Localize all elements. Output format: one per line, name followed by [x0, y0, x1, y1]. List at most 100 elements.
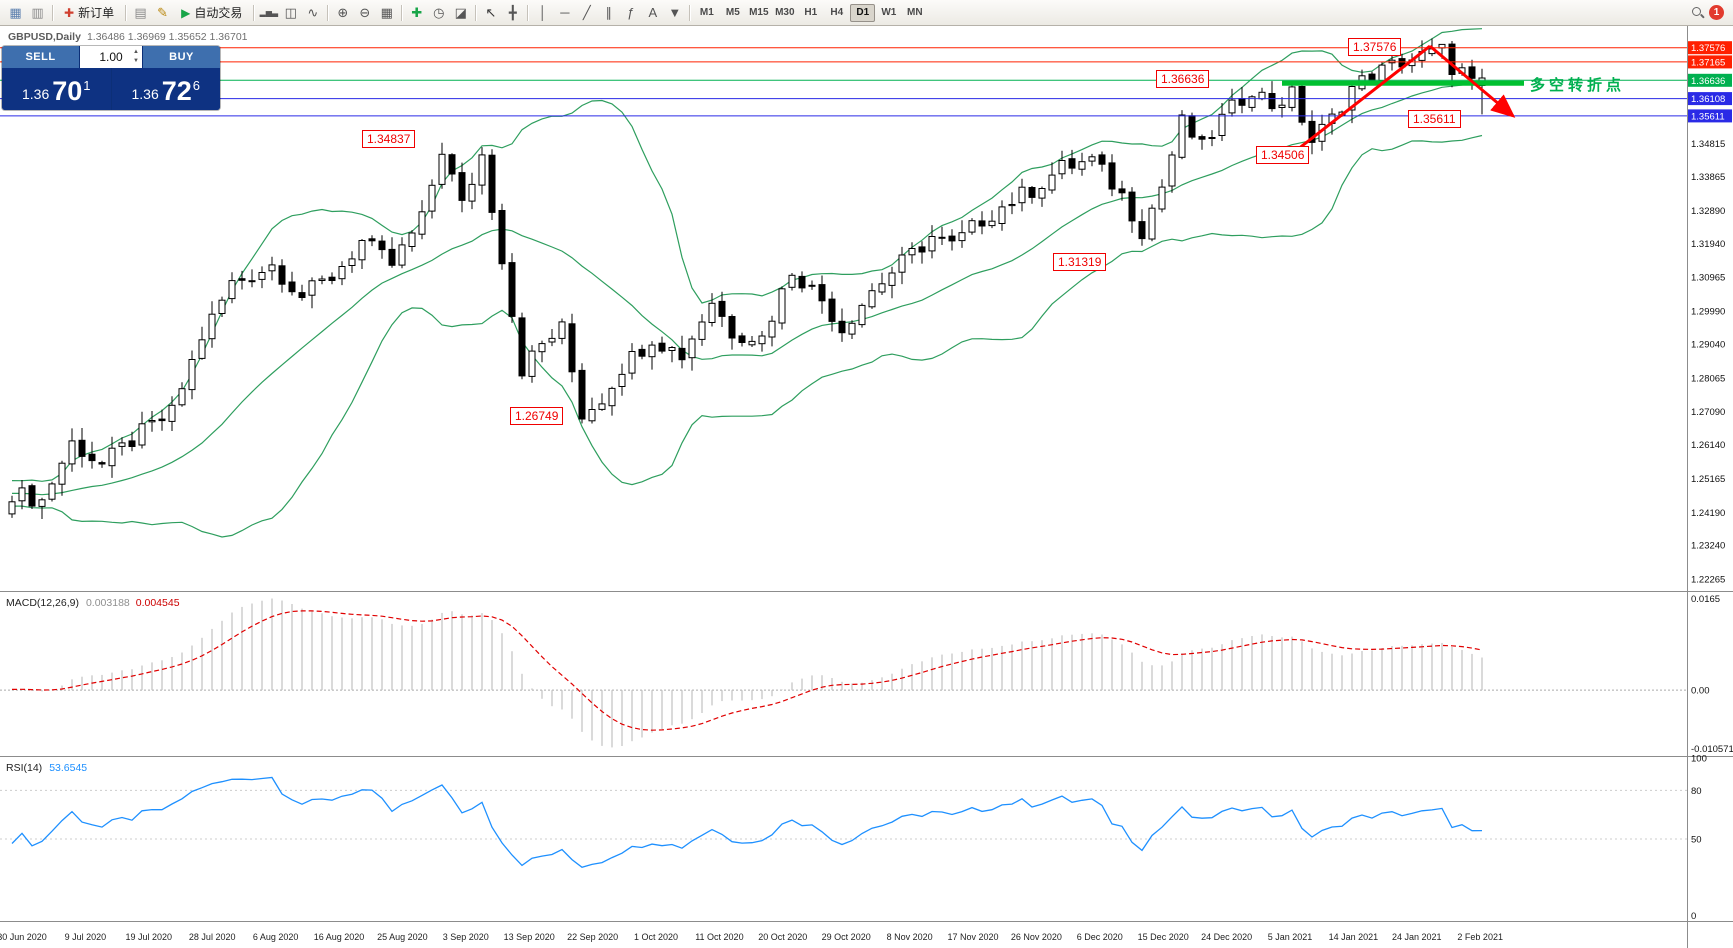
svg-text:1.28065: 1.28065 [1691, 373, 1725, 384]
zoom-out-icon[interactable]: ⊖ [359, 5, 371, 20]
svg-text:1.33865: 1.33865 [1691, 172, 1725, 183]
svg-text:2 Feb 2021: 2 Feb 2021 [1457, 932, 1503, 942]
toolbar-separator [253, 4, 255, 21]
trendline-icon[interactable]: ╱ [582, 5, 591, 20]
toolbar-separator [125, 4, 127, 21]
bar-chart-icon[interactable]: ▂▅▃ [259, 7, 279, 17]
toolbar-separator [52, 4, 53, 21]
tile-windows-icon[interactable]: ▦ [380, 5, 393, 20]
svg-text:17 Nov 2020: 17 Nov 2020 [947, 932, 998, 942]
crosshair-icon[interactable]: ╋ [508, 5, 517, 20]
channel-icon[interactable]: ∥ [605, 5, 613, 20]
indicators-icon[interactable]: ✚ [411, 5, 423, 20]
text-icon[interactable]: A [648, 5, 658, 20]
trend-lines[interactable] [1283, 44, 1516, 162]
rsi-name: RSI(14) [6, 762, 43, 774]
horizontal-line-icon[interactable]: ─ [560, 5, 570, 20]
chart-title: GBPUSD,Daily 1.36486 1.36969 1.35652 1.36… [8, 31, 248, 43]
buy-button[interactable]: BUY [143, 46, 220, 68]
timeframe-h1[interactable]: H1 [804, 7, 818, 18]
buy-price-base: 1.36 [131, 86, 159, 102]
toolbar-separator [327, 4, 329, 21]
macd-signal-value: 0.004545 [135, 597, 180, 609]
svg-text:1.32890: 1.32890 [1691, 206, 1725, 217]
svg-text:100: 100 [1691, 754, 1707, 765]
timeframe-d1[interactable]: D1 [850, 3, 876, 22]
svg-text:9 Jul 2020: 9 Jul 2020 [65, 932, 107, 942]
timeframe-mn[interactable]: MN [907, 7, 923, 18]
pane-separators[interactable] [0, 26, 1733, 948]
arrows-icon[interactable]: ▼ [668, 5, 682, 20]
buy-price-point: 6 [192, 78, 201, 93]
macd-indicator-label: MACD(12,26,9) 0.003188 0.004545 [6, 597, 180, 609]
toolbar: ▦ ▥ ✚ 新订单 ▤ ✎ ▶ 自动交易 ▂▅▃ ◫ ∿ ⊕ ⊖ ▦ ✚ ◷ ◪ ↖ ╋ │ ─ ╱ ∥ ƒ A ▼ M1 M5 M15… [0, 0, 1733, 26]
new-chart-icon[interactable]: ▦ [9, 5, 22, 20]
price-annotation[interactable]: 1.35611 [1408, 110, 1461, 128]
price-annotation[interactable]: 1.31319 [1053, 253, 1107, 271]
svg-text:20 Oct 2020: 20 Oct 2020 [758, 932, 807, 942]
svg-text:1.34815: 1.34815 [1691, 139, 1725, 150]
profiles-icon[interactable]: ▥ [31, 5, 44, 20]
price-annotation[interactable]: 1.34837 [362, 130, 416, 148]
svg-text:0.00: 0.00 [1691, 686, 1710, 697]
metaeditor-icon[interactable]: ✎ [157, 5, 169, 20]
volume-spinner[interactable]: ▲ ▼ [133, 48, 139, 66]
svg-text:1 Oct 2020: 1 Oct 2020 [634, 932, 678, 942]
fibonacci-icon[interactable]: ƒ [627, 5, 635, 20]
svg-text:3 Sep 2020: 3 Sep 2020 [443, 932, 489, 942]
toolbar-separator [401, 4, 403, 21]
toolbar-separator [475, 4, 477, 21]
candlesticks [8, 38, 1486, 519]
svg-text:1.37165: 1.37165 [1691, 57, 1725, 68]
chart-ohlc-values: 1.36486 1.36969 1.35652 1.36701 [86, 31, 248, 43]
cursor-icon[interactable]: ↖ [485, 5, 497, 20]
new-order-button[interactable]: ✚ 新订单 [57, 3, 121, 23]
svg-text:6 Dec 2020: 6 Dec 2020 [1077, 932, 1123, 942]
timeframe-m5[interactable]: M5 [725, 7, 740, 18]
timeframe-m15[interactable]: M15 [749, 7, 769, 18]
autotrading-button[interactable]: ▶ 自动交易 [174, 3, 249, 23]
price-annotation[interactable]: 1.37576 [1348, 38, 1402, 56]
volume-input[interactable]: 1.00 ▲ ▼ [80, 46, 142, 68]
sell-price-button[interactable]: 1.36 70 1 [2, 68, 111, 110]
line-chart-icon[interactable]: ∿ [307, 5, 319, 20]
toolbar-separator [689, 4, 691, 21]
spinner-up-icon[interactable]: ▲ [133, 49, 139, 55]
timeframe-m1[interactable]: M1 [699, 7, 714, 18]
svg-text:5 Jan 2021: 5 Jan 2021 [1268, 932, 1313, 942]
svg-text:1.26140: 1.26140 [1691, 440, 1725, 451]
svg-text:1.27090: 1.27090 [1691, 407, 1725, 418]
new-order-button-label: 新订单 [78, 6, 115, 20]
date-scale[interactable]: 30 Jun 2020 9 Jul 2020 19 Jul 2020 28 Jul 2… [0, 932, 1503, 942]
turning-point-label[interactable]: 多空转折点 [1530, 77, 1626, 94]
timeframe-h4[interactable]: H4 [830, 7, 844, 18]
svg-text:1.24190: 1.24190 [1691, 508, 1725, 519]
svg-text:1.30965: 1.30965 [1691, 273, 1725, 284]
svg-text:24 Jan 2021: 24 Jan 2021 [1392, 932, 1442, 942]
horizontal-lines[interactable] [0, 47, 1687, 117]
templates-icon[interactable]: ◪ [454, 5, 467, 20]
autotrading-button-label: 自动交易 [194, 6, 243, 20]
candlestick-chart-icon[interactable]: ◫ [284, 5, 297, 20]
svg-text:0.0165: 0.0165 [1691, 594, 1720, 605]
periods-icon[interactable]: ◷ [433, 5, 445, 20]
search-icon[interactable] [1687, 3, 1708, 23]
vertical-line-icon[interactable]: │ [538, 5, 547, 20]
price-annotation[interactable]: 1.26749 [510, 407, 564, 425]
buy-price-button[interactable]: 1.36 72 6 [111, 68, 220, 110]
timeframe-w1[interactable]: W1 [881, 7, 897, 18]
market-watch-icon[interactable]: ▤ [134, 5, 147, 20]
spinner-down-icon[interactable]: ▼ [133, 58, 139, 64]
sell-button[interactable]: SELL [2, 46, 79, 68]
notification-badge[interactable]: 1 [1709, 5, 1724, 20]
zoom-in-icon[interactable]: ⊕ [337, 5, 349, 20]
price-scale[interactable]: 1.37576 1.37165 1.36636 1.36108 1.35611 1.348… [1688, 41, 1733, 922]
svg-text:24 Dec 2020: 24 Dec 2020 [1201, 932, 1252, 942]
price-annotation[interactable]: 1.36636 [1156, 70, 1210, 88]
svg-text:1.25165: 1.25165 [1691, 474, 1725, 485]
price-annotation[interactable]: 1.34506 [1256, 146, 1310, 164]
timeframe-m30[interactable]: M30 [775, 7, 795, 18]
sell-price-base: 1.36 [21, 86, 50, 102]
sell-price-pips: 70 [52, 76, 83, 106]
